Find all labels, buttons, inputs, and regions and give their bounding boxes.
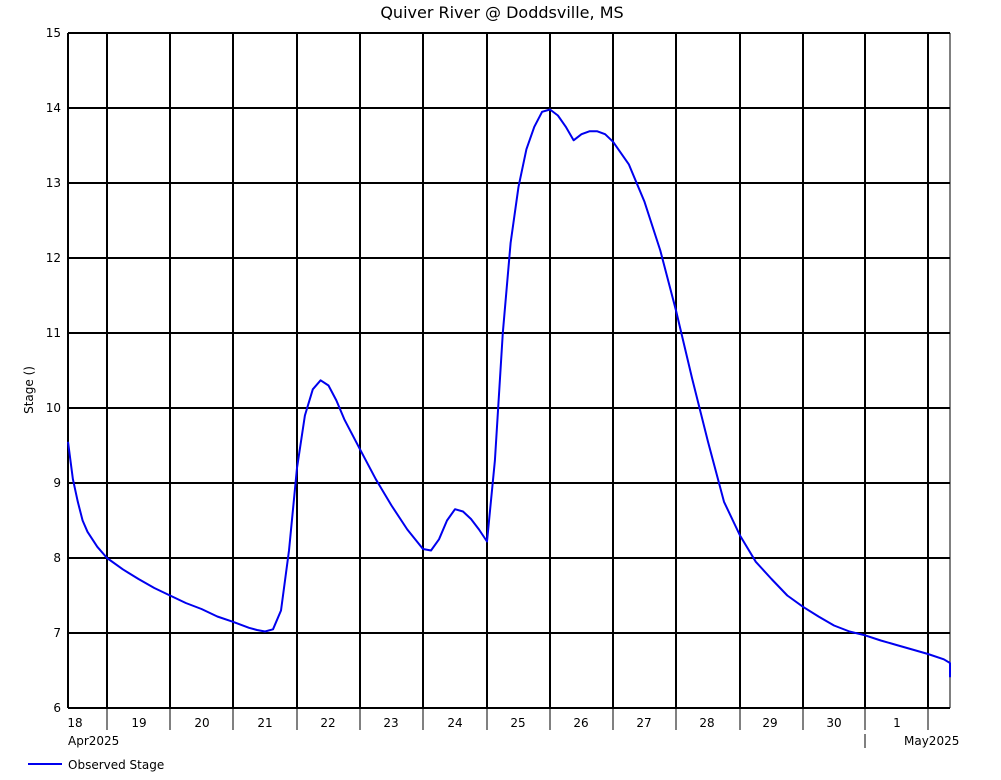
- y-tick-label-10: 10: [46, 401, 61, 415]
- x-month-label-may: May2025: [904, 734, 959, 748]
- x-tick-label-18: 18: [67, 716, 82, 730]
- legend-label-observed-stage: Observed Stage: [68, 758, 164, 772]
- x-tick-label-28: 28: [699, 716, 714, 730]
- legend: Observed Stage: [28, 758, 164, 772]
- x-month-label-apr: Apr2025: [68, 734, 119, 748]
- x-tick-label-26: 26: [573, 716, 588, 730]
- y-tick-label-8: 8: [53, 551, 61, 565]
- y-tick-label-15: 15: [46, 26, 61, 40]
- series-layer: [67, 108, 951, 678]
- x-tick-label-19: 19: [131, 716, 146, 730]
- x-tick-label-23: 23: [383, 716, 398, 730]
- x-tick-label-22: 22: [320, 716, 335, 730]
- x-tick-label-30: 30: [826, 716, 841, 730]
- y-tick-label-13: 13: [46, 176, 61, 190]
- y-tick-label-12: 12: [46, 251, 61, 265]
- x-tick-label-21: 21: [257, 716, 272, 730]
- x-tick-label-1: 1: [893, 716, 901, 730]
- x-tick-label-25: 25: [510, 716, 525, 730]
- x-tick-label-24: 24: [447, 716, 462, 730]
- x-tick-label-20: 20: [194, 716, 209, 730]
- x-tick-label-27: 27: [636, 716, 651, 730]
- y-tick-label-9: 9: [53, 476, 61, 490]
- series-line-observed-stage: [67, 108, 951, 678]
- chart-title: Quiver River @ Doddsville, MS: [380, 3, 623, 22]
- y-axis-label: Stage (): [22, 366, 36, 414]
- y-tick-label-14: 14: [46, 101, 61, 115]
- gridlines: [67, 32, 951, 730]
- x-tick-label-29: 29: [762, 716, 777, 730]
- y-axis-ticks: 6 7 8 9 10 11 12 13 14 15: [46, 26, 61, 715]
- y-tick-label-6: 6: [53, 701, 61, 715]
- y-tick-label-11: 11: [46, 326, 61, 340]
- y-tick-label-7: 7: [53, 626, 61, 640]
- x-axis-ticks: 18 19 20 21 22 23 24 25 26 27 28 29 30 1: [67, 716, 900, 730]
